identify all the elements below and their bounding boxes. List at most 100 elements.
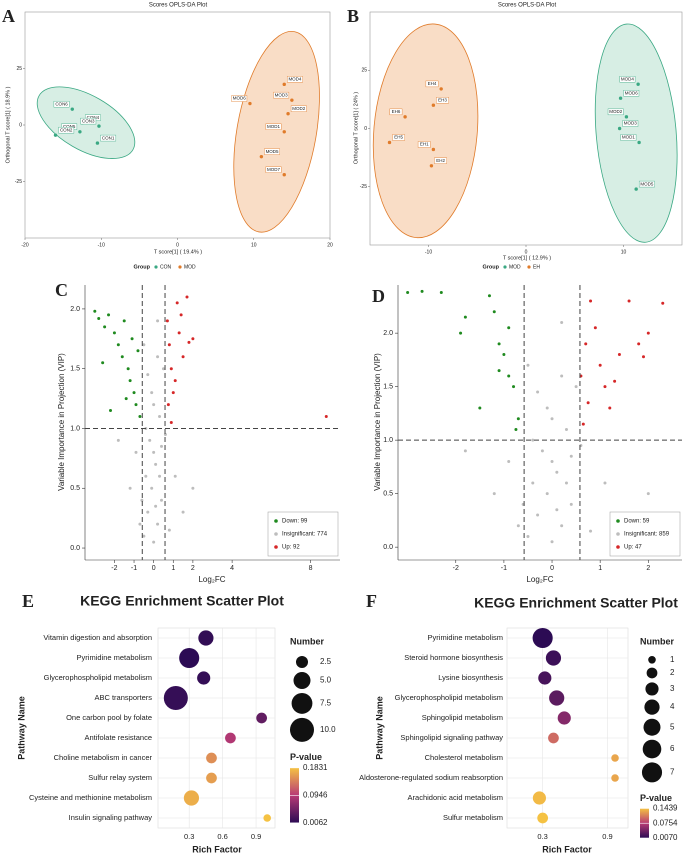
feature-point	[187, 340, 191, 344]
x-tick-label: 0.9	[602, 832, 612, 841]
colorbar-label: 0.0062	[303, 818, 328, 827]
legend-label: Up: 92	[282, 545, 300, 551]
feature-point	[124, 397, 128, 401]
legend-title: Group	[483, 264, 500, 270]
y-axis-label: Variable Importance in Projection (VIP)	[373, 353, 382, 491]
feature-point	[545, 406, 549, 410]
feature-point	[138, 415, 142, 419]
panel-letter: A	[2, 6, 15, 26]
feature-point	[173, 379, 177, 383]
x-axis-label: Log₂FC	[198, 575, 225, 584]
sample-label-box	[389, 108, 403, 116]
legend-swatch	[503, 265, 507, 269]
feature-point	[492, 310, 496, 314]
feature-point	[142, 343, 146, 347]
feature-point	[574, 385, 578, 389]
feature-point	[191, 486, 195, 490]
size-legend-title: Number	[290, 636, 325, 646]
y-axis-label: Pathway Name	[16, 696, 26, 760]
x-tick-label: -1	[131, 565, 137, 572]
feature-point	[550, 540, 554, 544]
feature-point	[406, 290, 410, 294]
feature-point	[589, 299, 593, 303]
sample-label-box	[620, 134, 637, 141]
x-tick-label: 0.9	[251, 832, 261, 841]
feature-point	[154, 462, 158, 466]
feature-point	[93, 309, 97, 313]
feature-point	[179, 313, 183, 317]
feature-point	[116, 438, 120, 442]
feature-point	[540, 449, 544, 453]
sample-point	[618, 96, 623, 100]
size-legend-bubble	[645, 682, 659, 696]
sample-label-box	[265, 166, 282, 173]
sample-label: EH3	[438, 97, 447, 102]
sample-label-box	[273, 91, 290, 99]
size-legend-label: 10.0	[320, 725, 336, 734]
feature-point	[169, 421, 173, 424]
colorbar-label: 0.1831	[303, 763, 328, 772]
enrichment-bubble	[611, 774, 619, 782]
feature-point	[536, 513, 540, 517]
sample-label: EH1	[420, 142, 429, 147]
sample-label-box	[622, 120, 639, 127]
x-tick-label: -1	[501, 565, 507, 572]
feature-point	[608, 406, 612, 410]
x-axis-label: Log₂FC	[526, 575, 553, 584]
sample-point	[403, 115, 407, 119]
feature-point	[150, 391, 154, 395]
feature-point	[191, 337, 195, 341]
feature-point	[150, 486, 154, 490]
size-legend-label: 7.5	[320, 699, 332, 708]
x-tick-label: 20	[327, 242, 333, 248]
y-axis-label: Variable Importance in Projection (VIP)	[57, 353, 66, 491]
enrichment-bubble	[206, 752, 217, 764]
size-legend-label: 3	[670, 684, 675, 693]
feature-point	[555, 470, 559, 474]
panel-letter: B	[347, 6, 359, 26]
x-tick-label: 0.6	[217, 832, 227, 841]
feature-point	[122, 319, 126, 323]
feature-point	[107, 313, 111, 317]
sample-label: MOD5	[266, 149, 279, 154]
enrichment-bubble	[197, 671, 211, 685]
feature-point	[507, 326, 511, 330]
feature-point	[128, 486, 132, 490]
y-tick-label: 0.5	[70, 485, 80, 492]
feature-point	[152, 403, 156, 407]
sample-point	[387, 140, 392, 145]
panel-letter: D	[372, 286, 385, 306]
x-tick-label: -10	[425, 249, 432, 255]
feature-point	[526, 363, 530, 367]
y-tick-label: -25	[15, 179, 22, 185]
feature-point	[130, 337, 134, 341]
x-tick-label: -20	[21, 242, 28, 248]
category-label: Insulin signaling pathway	[69, 813, 153, 822]
sample-point	[78, 130, 82, 134]
feature-point	[497, 369, 501, 373]
y-tick-label: 1.5	[383, 383, 393, 390]
x-axis-label: Rich Factor	[192, 844, 242, 854]
feature-point	[560, 374, 564, 378]
category-label: Sulfur relay system	[88, 773, 152, 782]
confidence-ellipse	[372, 23, 479, 239]
feature-point	[617, 353, 621, 357]
feature-point	[641, 355, 645, 359]
category-label: Glycerophospholipid metabolism	[44, 673, 152, 682]
sample-point	[624, 115, 629, 119]
feature-point	[536, 390, 540, 394]
size-legend-bubble	[293, 672, 311, 690]
feature-point	[584, 342, 588, 346]
category-label: Sphingolipid metabolism	[422, 713, 503, 722]
feature-point	[531, 481, 535, 485]
feature-point	[120, 355, 124, 359]
sample-label: MOD1	[622, 135, 635, 140]
sample-label: MOD2	[292, 106, 305, 111]
y-tick-label: 1.5	[70, 366, 80, 373]
colorbar-label: 0.1439	[653, 804, 678, 813]
x-tick-label: 1	[171, 565, 175, 572]
feature-point	[550, 460, 554, 464]
color-legend-title: P-value	[290, 752, 322, 762]
feature-point	[545, 492, 549, 496]
feature-point	[160, 444, 163, 448]
